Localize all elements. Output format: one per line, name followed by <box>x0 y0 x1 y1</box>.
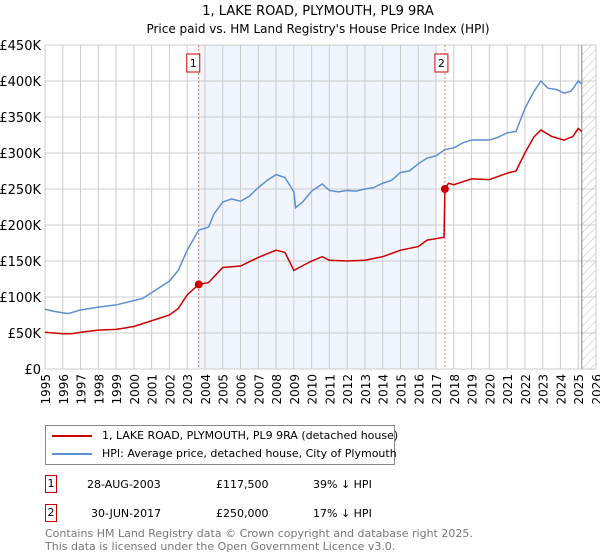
x-tick-label: 2023 <box>537 374 551 405</box>
chart-subtitle: Price paid vs. HM Land Registry's House … <box>146 22 489 36</box>
sale-price: £250,000 <box>216 507 269 520</box>
x-tick-label: 2003 <box>181 374 195 405</box>
sale-price: £117,500 <box>216 478 269 491</box>
x-tick-label: 2007 <box>252 374 266 405</box>
x-tick-label: 1995 <box>39 374 53 405</box>
x-tick-label: 2004 <box>199 374 213 405</box>
legend-label: HPI: Average price, detached house, City… <box>102 447 397 460</box>
legend-item-property: 1, LAKE ROAD, PLYMOUTH, PL9 9RA (detache… <box>52 427 398 445</box>
y-tick-label: £250K <box>0 183 41 198</box>
licence-text: This data is licensed under the Open Gov… <box>45 540 396 553</box>
chart-title: 1, LAKE ROAD, PLYMOUTH, PL9 9RA <box>202 4 434 19</box>
x-tick-label: 2013 <box>359 374 373 405</box>
hatched-forecast-region <box>581 45 596 369</box>
sale-hpi-diff: 39% ↓ HPI <box>313 478 372 491</box>
y-tick-label: £300K <box>0 147 41 162</box>
x-tick-label: 1997 <box>75 374 89 405</box>
x-tick-label: 2002 <box>163 374 177 405</box>
x-tick-label: 2025 <box>572 374 586 405</box>
sale-label-box <box>186 53 201 73</box>
sale-label: 2 <box>438 57 445 70</box>
sale-label-box <box>434 53 449 73</box>
hpi-line <box>44 79 583 315</box>
x-tick-label: 1996 <box>57 374 71 405</box>
legend: 1, LAKE ROAD, PLYMOUTH, PL9 9RA (detache… <box>45 425 398 465</box>
x-tick-label: 2005 <box>217 374 231 405</box>
x-tick-label: 1998 <box>92 374 106 405</box>
x-tick-label: 2008 <box>270 374 284 405</box>
sale-label: 1 <box>190 57 197 70</box>
y-tick-label: £200K <box>0 219 41 234</box>
plot-border <box>44 44 597 370</box>
shaded-ownership-region <box>198 45 437 369</box>
sale-date: 28-AUG-2003 <box>87 478 161 491</box>
x-tick-label: 2020 <box>483 374 497 405</box>
sale-hpi-diff: 17% ↓ HPI <box>313 507 372 520</box>
footer: Contains HM Land Registry data © Crown c… <box>45 527 473 553</box>
y-tick-label: £450K <box>0 39 41 54</box>
x-tick-label: 2016 <box>412 374 426 405</box>
property-price-line <box>44 127 583 335</box>
sale-point <box>194 280 203 289</box>
blue-line-swatch <box>52 453 92 455</box>
legend-item-hpi: HPI: Average price, detached house, City… <box>52 445 397 463</box>
sale-date: 30-JUN-2017 <box>91 507 162 520</box>
price-chart: 1, LAKE ROAD, PLYMOUTH, PL9 9RA Price pa… <box>0 4 600 405</box>
x-tick-label: 2012 <box>341 374 355 405</box>
legend-label: 1, LAKE ROAD, PLYMOUTH, PL9 9RA (detache… <box>102 429 399 442</box>
y-tick-label: £0 <box>24 363 41 378</box>
y-tick-label: £400K <box>0 75 41 90</box>
x-tick-label: 2009 <box>288 374 302 405</box>
x-tick-label: 1999 <box>110 374 124 405</box>
x-tick-label: 2024 <box>554 374 568 405</box>
red-line-swatch <box>52 435 92 437</box>
x-tick-label: 2017 <box>430 374 444 405</box>
x-tick-label: 2015 <box>394 374 408 405</box>
x-tick-label: 2010 <box>306 374 320 405</box>
y-tick-label: £100K <box>0 291 41 306</box>
sale-marker-badge: 2 <box>45 504 57 522</box>
x-tick-label: 2011 <box>323 374 337 405</box>
copyright-text: Contains HM Land Registry data © Crown c… <box>45 527 473 540</box>
x-tick-label: 2000 <box>128 374 142 405</box>
x-tick-label: 2019 <box>466 374 480 405</box>
sale-point <box>440 185 449 193</box>
y-tick-label: £50K <box>8 327 42 342</box>
x-tick-label: 2018 <box>448 374 462 405</box>
x-tick-label: 2026 <box>590 374 600 405</box>
x-tick-label: 2014 <box>377 374 391 405</box>
x-tick-label: 2001 <box>146 374 160 405</box>
x-tick-label: 2021 <box>501 374 515 405</box>
x-tick-label: 2022 <box>519 374 533 405</box>
sale-marker-badge: 1 <box>45 475 57 493</box>
y-tick-label: £350K <box>0 111 41 126</box>
x-tick-label: 2006 <box>235 374 249 405</box>
y-tick-label: £150K <box>0 255 41 270</box>
